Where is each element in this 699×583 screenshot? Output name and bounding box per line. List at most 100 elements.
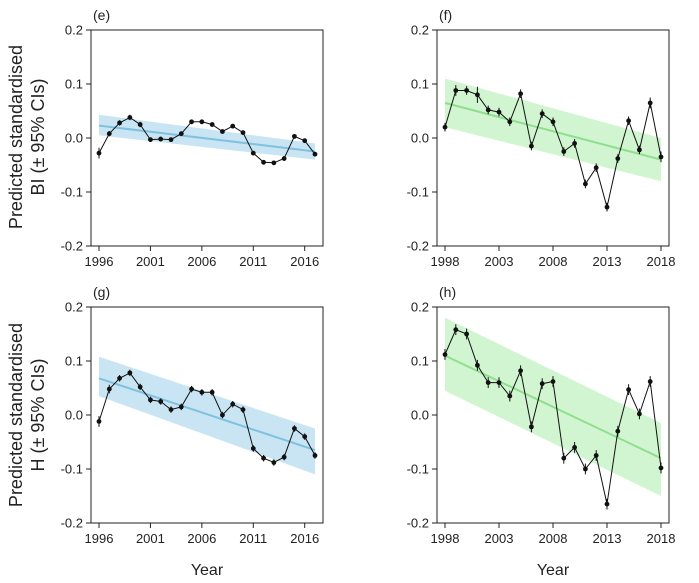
data-point (518, 368, 523, 374)
y-tick-label: -0.1 (407, 462, 429, 477)
data-point (550, 379, 556, 384)
ylabel-bottom-line1: Predicted standardised (6, 323, 26, 507)
panel-label: (h) (439, 284, 456, 300)
data-point (615, 156, 621, 161)
panel-3: -0.2 -0.1 0.0 0.1 0.2 1998 2003 2008 2013 2018 (h) (407, 284, 676, 546)
x-tick-label: 2011 (239, 531, 267, 546)
y-tick-label: 0.0 (411, 408, 429, 423)
ylabel-top-line2: BI (± 95% CIs) (28, 79, 48, 196)
panel-2: -0.2 -0.1 0.0 0.1 0.2 1996 2001 2006 2011 2016 (g) (61, 284, 324, 546)
y-tick-label: 0.0 (411, 131, 429, 146)
data-point (230, 401, 236, 407)
data-point (189, 119, 194, 125)
x-tick-label: 2016 (290, 254, 319, 269)
data-point (475, 92, 480, 98)
data-point (550, 119, 556, 125)
xlabel-right: Year (537, 562, 570, 579)
data-point (199, 389, 205, 395)
data-point (475, 362, 480, 368)
data-point (148, 137, 153, 143)
y-tick-label: 0.0 (65, 131, 83, 146)
x-tick-label: 2016 (290, 531, 319, 546)
data-point (604, 501, 610, 507)
x-tick-label: 2008 (539, 254, 568, 269)
x-tick-label: 2018 (647, 531, 676, 546)
data-point (220, 129, 225, 134)
data-point (209, 389, 215, 395)
y-tick-label: 0.0 (65, 408, 83, 423)
ci-band (99, 356, 315, 475)
data-point (240, 407, 246, 412)
x-tick-label: 1998 (431, 531, 460, 546)
ylabel-top-line1: Predicted standardised (6, 45, 26, 229)
data-point (593, 453, 599, 458)
data-point (647, 100, 653, 106)
x-tick-label: 2006 (187, 254, 216, 269)
data-point (312, 151, 318, 157)
x-tick-label: 1998 (431, 254, 460, 269)
data-line (98, 372, 316, 464)
data-point (158, 399, 164, 404)
data-point (507, 119, 513, 125)
data-point (464, 331, 469, 337)
data-point (106, 386, 112, 392)
data-point (281, 156, 287, 161)
data-point (496, 109, 502, 115)
data-point (312, 453, 318, 458)
data-point (583, 181, 588, 187)
data-point (529, 424, 534, 430)
data-point (658, 154, 664, 160)
data-point (496, 380, 502, 385)
x-tick-label: 2001 (136, 254, 165, 269)
data-point (561, 455, 567, 461)
data-point (261, 159, 266, 165)
data-point (539, 111, 545, 117)
data-point (529, 143, 534, 149)
y-tick-label: -0.1 (61, 462, 83, 477)
data-point (240, 130, 246, 136)
data-point (189, 386, 194, 392)
trend-line (444, 354, 662, 460)
data-point (271, 160, 277, 166)
x-tick-label: 2003 (485, 531, 514, 546)
y-tick-label: 0.2 (65, 23, 83, 38)
data-point (178, 131, 184, 137)
data-point (96, 150, 102, 156)
xlabel-left: Year (191, 562, 224, 579)
data-point (292, 133, 297, 139)
data-point (127, 115, 133, 120)
y-tick-label: -0.2 (61, 516, 83, 531)
x-tick-label: 2013 (593, 531, 622, 546)
x-tick-label: 2006 (187, 531, 216, 546)
y-tick-label: 0.1 (65, 77, 83, 92)
data-point (302, 434, 308, 439)
data-point (178, 404, 184, 410)
data-point (261, 455, 266, 461)
y-tick-label: -0.2 (407, 516, 429, 531)
data-point (137, 384, 143, 390)
y-tick-label: -0.2 (407, 239, 429, 254)
data-point (168, 137, 174, 143)
data-point (507, 393, 513, 399)
y-tick-label: -0.1 (61, 185, 83, 200)
x-tick-label: 2003 (485, 254, 514, 269)
data-point (96, 419, 102, 424)
data-point (453, 327, 459, 333)
panel-label: (g) (93, 284, 110, 300)
trend-line (98, 377, 316, 452)
data-point (593, 165, 599, 171)
data-point (561, 149, 567, 154)
trend-line (444, 101, 662, 161)
x-tick-label: 2008 (539, 531, 568, 546)
y-tick-label: -0.2 (61, 239, 83, 254)
data-line (98, 116, 316, 164)
y-tick-label: 0.1 (411, 77, 429, 92)
data-point (572, 141, 577, 146)
x-tick-label: 2013 (593, 254, 622, 269)
data-point (302, 138, 308, 144)
data-point (158, 136, 164, 142)
data-point (647, 379, 653, 384)
data-point (117, 375, 122, 381)
x-tick-label: 2018 (647, 254, 676, 269)
x-tick-label: 2001 (136, 531, 165, 546)
